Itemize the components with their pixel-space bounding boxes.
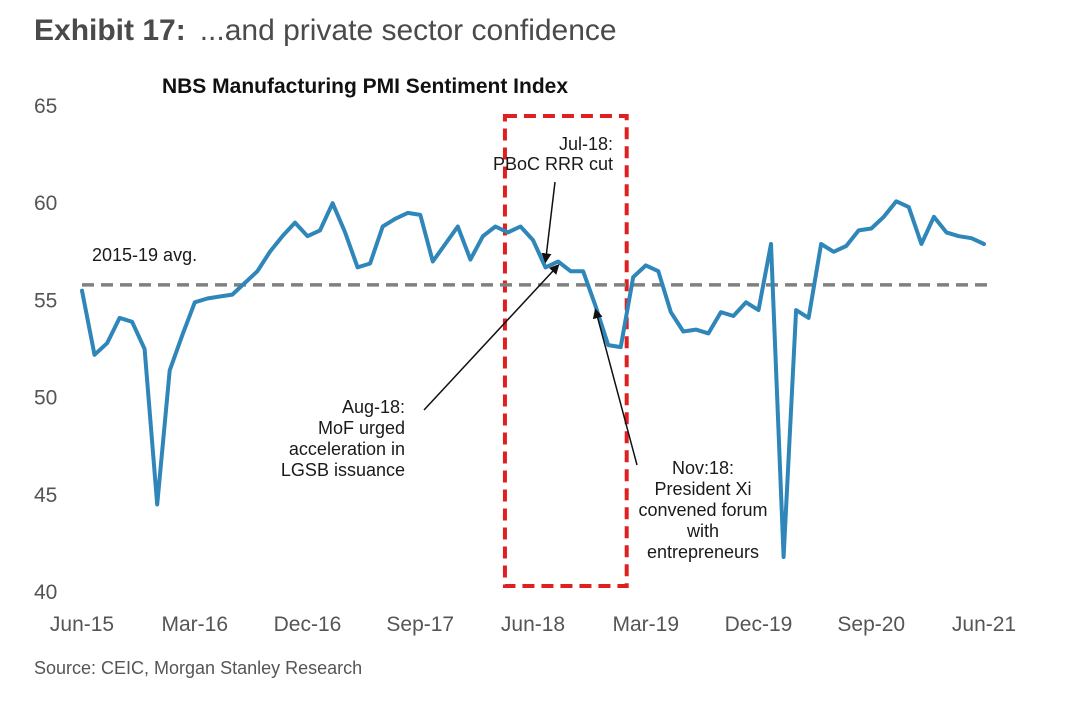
- annotation-aug18-line: LGSB issuance: [281, 460, 405, 480]
- x-tick-label: Dec-16: [274, 613, 342, 636]
- y-tick-label: 65: [34, 95, 57, 118]
- y-tick-label: 45: [34, 484, 57, 507]
- exhibit-header: Exhibit 17: ...and private sector confide…: [34, 14, 617, 48]
- annotation-nov18-line: convened forum: [638, 500, 767, 520]
- reference-line-label: 2015-19 avg.: [92, 245, 197, 265]
- x-tick-label: Jun-15: [50, 613, 114, 636]
- highlight-box: [502, 114, 629, 588]
- annotation-aug18-line: MoF urged: [318, 418, 405, 438]
- annotation-jul18-line: PBoC RRR cut: [493, 154, 613, 174]
- y-tick-label: 50: [34, 387, 57, 410]
- x-tick-label: Sep-17: [386, 613, 454, 636]
- annotation-nov18-arrow: [592, 308, 638, 466]
- annotation-nov18-line: entrepreneurs: [647, 542, 759, 562]
- annotation-nov18-line: Nov:18:: [672, 458, 734, 478]
- exhibit-title: ...and private sector confidence: [199, 14, 617, 47]
- series-line: [80, 199, 986, 559]
- series-layer: [80, 199, 986, 559]
- x-tick-label: Dec-19: [725, 613, 793, 636]
- y-tick-label: 40: [34, 581, 57, 604]
- x-tick-label: Jun-21: [952, 613, 1016, 636]
- reference-line-layer: 2015-19 avg.: [82, 245, 994, 287]
- source-note: Source: CEIC, Morgan Stanley Research: [34, 658, 363, 678]
- highlight-layer: [502, 114, 629, 588]
- exhibit-label: Exhibit 17:: [34, 14, 186, 47]
- annotation-nov18-line: President Xi: [654, 479, 751, 499]
- y-axis: 40 45 50 55 60 65: [34, 95, 57, 604]
- y-tick-label: 60: [34, 192, 57, 215]
- annotation-aug18-line: acceleration in: [289, 439, 405, 459]
- annotation-jul18-arrow: [541, 181, 556, 264]
- x-tick-label: Sep-20: [837, 613, 905, 636]
- annotation-nov18-line: with: [686, 521, 719, 541]
- x-tick-label: Mar-19: [612, 613, 679, 636]
- x-tick-label: Mar-16: [161, 613, 228, 636]
- x-axis: Jun-15 Mar-16 Dec-16 Sep-17 Jun-18 Mar-19 Dec-…: [50, 613, 1016, 636]
- annotation-layer: Jul-18:PBoC RRR cut Aug-18:MoF urgedaccel…: [281, 134, 768, 562]
- x-tick-label: Jun-18: [501, 613, 565, 636]
- annotation-jul18-line: Jul-18:: [559, 134, 613, 154]
- y-tick-label: 55: [34, 289, 57, 312]
- annotation-aug18-line: Aug-18:: [342, 397, 405, 417]
- annotation-aug18-arrow: [423, 264, 560, 411]
- chart-title: NBS Manufacturing PMI Sentiment Index: [162, 75, 568, 98]
